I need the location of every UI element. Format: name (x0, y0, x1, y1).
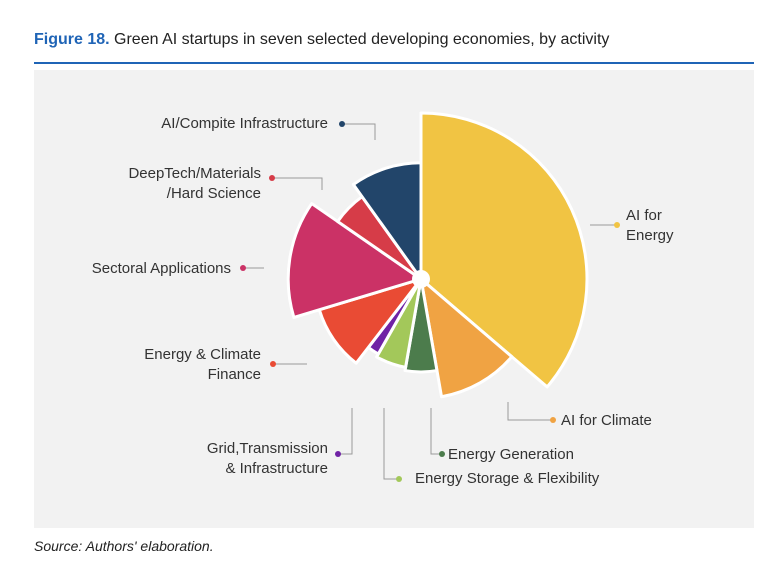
pie-center (412, 270, 430, 288)
slice-label-ai-compite-infrastructure: AI/Compite Infrastructure (161, 115, 376, 140)
pie-slice-ai-compite-infrastructure (351, 161, 423, 281)
pie-slice-ai-for-climate (419, 277, 514, 399)
slice-label-line: AI/Compite Infrastructure (161, 115, 328, 132)
label-dot (396, 476, 402, 482)
label-dot (269, 175, 275, 181)
slice-label-text: Energy Storage & Flexibility (415, 470, 600, 487)
slice-label-energy-storage-flexibility: Energy Storage & Flexibility (383, 408, 600, 487)
slice-label-deeptech-materials-hard-science: DeepTech/Materials/Hard Science (128, 165, 323, 202)
label-dot (240, 265, 246, 271)
slice-label-ai-for-energy: AI for Energy (590, 207, 674, 244)
label-dot (339, 121, 345, 127)
slice-label-line: /Hard Science (167, 185, 261, 202)
slice-label-text: Grid,Transmission & Infrastructure (207, 440, 328, 477)
leader-line (383, 408, 399, 480)
slice-label-text: AI/Compite Infrastructure (161, 115, 328, 132)
slice-label-text: Energy Generation (448, 446, 574, 463)
slice-label-line: AI for Climate (561, 412, 652, 429)
slice-label-sectoral-applications: Sectoral Applications (92, 260, 264, 277)
slice-label-ai-for-climate: AI for Climate (507, 402, 652, 429)
pie-slice-ai-for-energy (419, 111, 589, 389)
slice-label-line: DeepTech/Materials (128, 165, 261, 182)
slice-label-line: Energy Generation (448, 446, 574, 463)
slice-label-line: & Infrastructure (225, 460, 328, 477)
slice-label-line: AI for (626, 207, 662, 224)
caption-rule (34, 62, 754, 64)
slice-label-text: AI for Climate (561, 412, 652, 429)
slice-label-energy-generation: Energy Generation (430, 408, 574, 463)
slice-label-line: Energy (626, 227, 674, 244)
pie-slice-energy-generation (403, 277, 439, 374)
slice-label-grid-transmission-infrastructure: Grid,Transmission & Infrastructure (207, 408, 353, 477)
slice-label-line: Energy Storage & Flexibility (415, 470, 600, 487)
slice-label-energy-climate-finance: Energy & Climate Finance (144, 346, 307, 383)
leader-line (342, 123, 376, 140)
figure-title: Green AI startups in seven selected deve… (114, 31, 610, 48)
label-dot (614, 222, 620, 228)
label-dot (270, 361, 276, 367)
pie-chart: AI for Energy AI for Climate Energy Generat… (92, 111, 674, 487)
label-dot (550, 417, 556, 423)
label-dot (439, 451, 445, 457)
slice-label-text: DeepTech/Materials/Hard Science (128, 165, 261, 202)
slice-label-line: Finance (208, 366, 261, 383)
slice-label-text: AI for Energy (626, 207, 674, 244)
slice-label-line: Energy & Climate (144, 346, 261, 363)
slice-label-text: Sectoral Applications (92, 260, 231, 277)
leader-line (430, 408, 442, 455)
pie-slices (286, 111, 589, 399)
chart-panel: AI for Energy AI for Climate Energy Generat… (34, 70, 754, 528)
slice-label-line: Sectoral Applications (92, 260, 231, 277)
leader-line (507, 402, 553, 421)
figure-caption: Figure 18. Green AI startups in seven se… (34, 30, 754, 50)
slice-label-text: Energy & Climate Finance (144, 346, 261, 383)
slice-label-line: Grid,Transmission (207, 440, 328, 457)
leader-line (272, 177, 323, 190)
pie-slice-sectoral-applications (286, 202, 423, 319)
source-note: Source: Authors' elaboration. (34, 538, 214, 554)
figure-number: Figure 18. (34, 31, 110, 48)
leader-line (338, 408, 353, 455)
label-dot (335, 451, 341, 457)
